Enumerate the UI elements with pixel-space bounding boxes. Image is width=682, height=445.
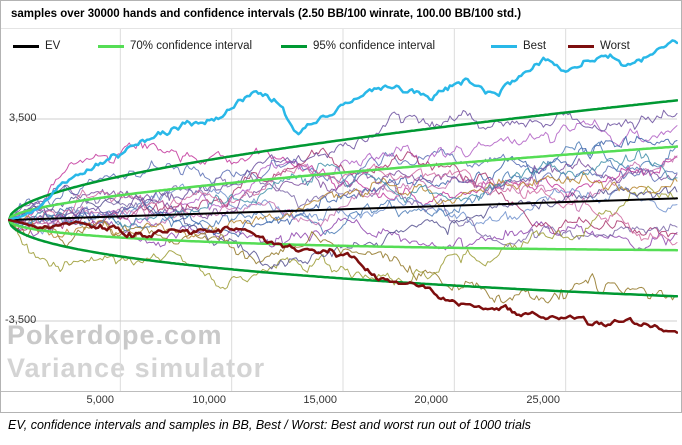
legend-label-ci70: 70% confidence interval [130, 40, 253, 52]
x-tick-label-15000: 15,000 [303, 394, 337, 406]
x-tick-label-25000: 25,000 [526, 394, 560, 406]
legend-swatch-best [491, 44, 517, 48]
legend-label-worst: Worst [600, 40, 630, 52]
legend: EV 70% confidence interval 95% confidenc… [1, 37, 681, 55]
legend-label-ci95: 95% confidence interval [313, 40, 436, 52]
chart-title: samples over 30000 hands and confidence … [11, 8, 522, 20]
legend-swatch-ci95 [281, 44, 307, 48]
x-tick-label-10000: 10,000 [192, 394, 226, 406]
legend-item-ev: EV [13, 37, 60, 55]
legend-label-best: Best [523, 40, 547, 52]
legend-item-best: Best [491, 37, 546, 55]
chart-caption: EV, confidence intervals and samples in … [8, 418, 531, 432]
variance-simulator-chart-panel: samples over 30000 hands and confidence … [0, 0, 682, 413]
legend-item-worst: Worst [568, 37, 630, 55]
watermark: Pokerdope.com Variance simulator [7, 319, 265, 385]
legend-swatch-ev [13, 44, 39, 48]
watermark-line2: Variance simulator [7, 353, 266, 383]
legend-item-ci70: 70% confidence interval [98, 37, 252, 55]
x-tick-label-20000: 20,000 [414, 394, 448, 406]
watermark-line1: Pokerdope.com [7, 320, 223, 350]
legend-item-ci95: 95% confidence interval [281, 37, 435, 55]
y-tick-label-3500: 3,500 [9, 112, 37, 124]
legend-swatch-ci70 [98, 44, 124, 48]
legend-swatch-worst [568, 44, 594, 48]
x-tick-label-5000: 5,000 [86, 394, 114, 406]
y-tick-label-neg-3500: -3,500 [5, 314, 37, 326]
legend-label-ev: EV [45, 40, 61, 52]
chart-plot [1, 28, 681, 392]
